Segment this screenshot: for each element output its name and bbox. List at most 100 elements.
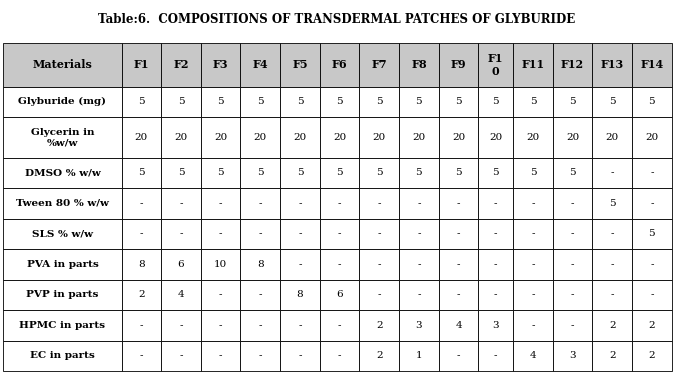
- Text: -: -: [531, 230, 534, 238]
- Bar: [3, 219, 122, 249]
- Text: -: -: [338, 199, 341, 208]
- Bar: [439, 117, 479, 158]
- Text: 2: 2: [376, 351, 382, 360]
- Bar: [280, 188, 320, 219]
- Bar: [359, 158, 399, 188]
- Bar: [122, 158, 162, 188]
- Bar: [592, 158, 632, 188]
- Bar: [162, 117, 201, 158]
- Text: -: -: [338, 351, 341, 360]
- Text: -: -: [610, 168, 614, 177]
- Text: 2: 2: [609, 351, 616, 360]
- Bar: [359, 43, 399, 87]
- Text: 5: 5: [530, 168, 536, 177]
- Bar: [359, 249, 399, 280]
- Bar: [280, 310, 320, 341]
- Bar: [320, 188, 359, 219]
- Bar: [513, 43, 553, 87]
- Text: -: -: [417, 230, 421, 238]
- Text: 2: 2: [138, 291, 145, 300]
- Text: -: -: [650, 168, 653, 177]
- Text: F9: F9: [451, 59, 466, 70]
- Bar: [439, 341, 479, 371]
- Bar: [553, 117, 592, 158]
- Text: F3: F3: [213, 59, 229, 70]
- Text: EC in parts: EC in parts: [30, 351, 95, 360]
- Bar: [553, 158, 592, 188]
- Bar: [3, 341, 122, 371]
- Text: 5: 5: [138, 97, 145, 106]
- Bar: [553, 310, 592, 341]
- Text: 8: 8: [297, 291, 304, 300]
- Bar: [122, 219, 162, 249]
- Bar: [162, 158, 201, 188]
- Text: -: -: [494, 260, 497, 269]
- Text: 20: 20: [645, 133, 658, 142]
- Text: PVP in parts: PVP in parts: [26, 291, 99, 300]
- Bar: [359, 117, 399, 158]
- Text: 5: 5: [336, 168, 343, 177]
- Bar: [632, 87, 672, 117]
- Text: 5: 5: [376, 97, 382, 106]
- Text: 5: 5: [649, 230, 655, 238]
- Bar: [320, 87, 359, 117]
- Text: 8: 8: [138, 260, 145, 269]
- Bar: [122, 249, 162, 280]
- Bar: [479, 43, 513, 87]
- Text: -: -: [417, 199, 421, 208]
- Text: 5: 5: [376, 168, 382, 177]
- Bar: [553, 249, 592, 280]
- Bar: [3, 280, 122, 310]
- Text: Materials: Materials: [32, 59, 92, 70]
- Bar: [162, 43, 201, 87]
- Text: 1: 1: [415, 351, 422, 360]
- Text: -: -: [457, 291, 460, 300]
- Bar: [513, 249, 553, 280]
- Bar: [240, 188, 280, 219]
- Bar: [280, 87, 320, 117]
- Bar: [479, 158, 513, 188]
- Bar: [553, 341, 592, 371]
- Text: 3: 3: [569, 351, 576, 360]
- Text: -: -: [610, 230, 614, 238]
- Text: 5: 5: [257, 97, 264, 106]
- Text: 5: 5: [569, 168, 576, 177]
- Text: -: -: [298, 321, 302, 330]
- Text: 5: 5: [138, 168, 145, 177]
- Bar: [280, 341, 320, 371]
- Text: 5: 5: [455, 168, 462, 177]
- Text: -: -: [140, 230, 143, 238]
- Text: DMSO % w/w: DMSO % w/w: [25, 168, 100, 177]
- Text: 5: 5: [455, 97, 462, 106]
- Bar: [320, 43, 359, 87]
- Text: -: -: [457, 230, 460, 238]
- Bar: [359, 341, 399, 371]
- Bar: [479, 188, 513, 219]
- Text: 20: 20: [489, 133, 502, 142]
- Text: 5: 5: [415, 168, 422, 177]
- Text: 20: 20: [452, 133, 465, 142]
- Text: -: -: [378, 260, 381, 269]
- Text: Table:6.  COMPOSITIONS OF TRANSDERMAL PATCHES OF GLYBURIDE: Table:6. COMPOSITIONS OF TRANSDERMAL PAT…: [98, 13, 575, 26]
- Bar: [320, 158, 359, 188]
- Text: -: -: [650, 199, 653, 208]
- Bar: [513, 188, 553, 219]
- Bar: [162, 249, 201, 280]
- Text: HPMC in parts: HPMC in parts: [20, 321, 106, 330]
- Bar: [479, 249, 513, 280]
- Text: -: -: [531, 199, 534, 208]
- Text: F6: F6: [332, 59, 347, 70]
- Bar: [592, 219, 632, 249]
- Bar: [553, 87, 592, 117]
- Bar: [632, 158, 672, 188]
- Text: Glycerin in
%w/w: Glycerin in %w/w: [31, 128, 94, 147]
- Text: 4: 4: [178, 291, 184, 300]
- Bar: [162, 219, 201, 249]
- Bar: [359, 310, 399, 341]
- Bar: [280, 158, 320, 188]
- Bar: [359, 280, 399, 310]
- Bar: [513, 219, 553, 249]
- Bar: [122, 43, 162, 87]
- Text: 2: 2: [376, 321, 382, 330]
- Bar: [399, 341, 439, 371]
